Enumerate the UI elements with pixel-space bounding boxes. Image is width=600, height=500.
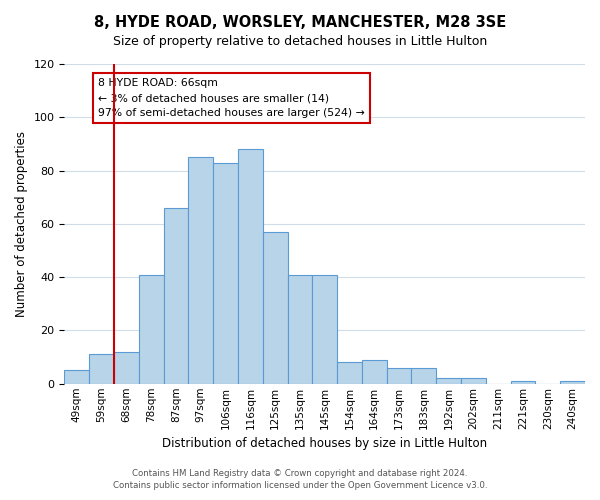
Text: Size of property relative to detached houses in Little Hulton: Size of property relative to detached ho… [113,35,487,48]
Bar [64,370,89,384]
Text: Contains HM Land Registry data © Crown copyright and database right 2024.
Contai: Contains HM Land Registry data © Crown c… [113,468,487,490]
Bar [362,360,386,384]
Bar [114,352,139,384]
Bar [313,274,337,384]
Bar [287,274,313,384]
Bar [337,362,362,384]
Bar [213,162,238,384]
X-axis label: Distribution of detached houses by size in Little Hulton: Distribution of detached houses by size … [162,437,487,450]
Bar [511,381,535,384]
Y-axis label: Number of detached properties: Number of detached properties [15,131,28,317]
Bar [164,208,188,384]
Bar [436,378,461,384]
Text: 8 HYDE ROAD: 66sqm
← 3% of detached houses are smaller (14)
97% of semi-detached: 8 HYDE ROAD: 66sqm ← 3% of detached hous… [98,78,365,118]
Bar [263,232,287,384]
Text: 8, HYDE ROAD, WORSLEY, MANCHESTER, M28 3SE: 8, HYDE ROAD, WORSLEY, MANCHESTER, M28 3… [94,15,506,30]
Bar [386,368,412,384]
Bar [238,150,263,384]
Bar [139,274,164,384]
Bar [412,368,436,384]
Bar [560,381,585,384]
Bar [89,354,114,384]
Bar [188,158,213,384]
Bar [461,378,486,384]
